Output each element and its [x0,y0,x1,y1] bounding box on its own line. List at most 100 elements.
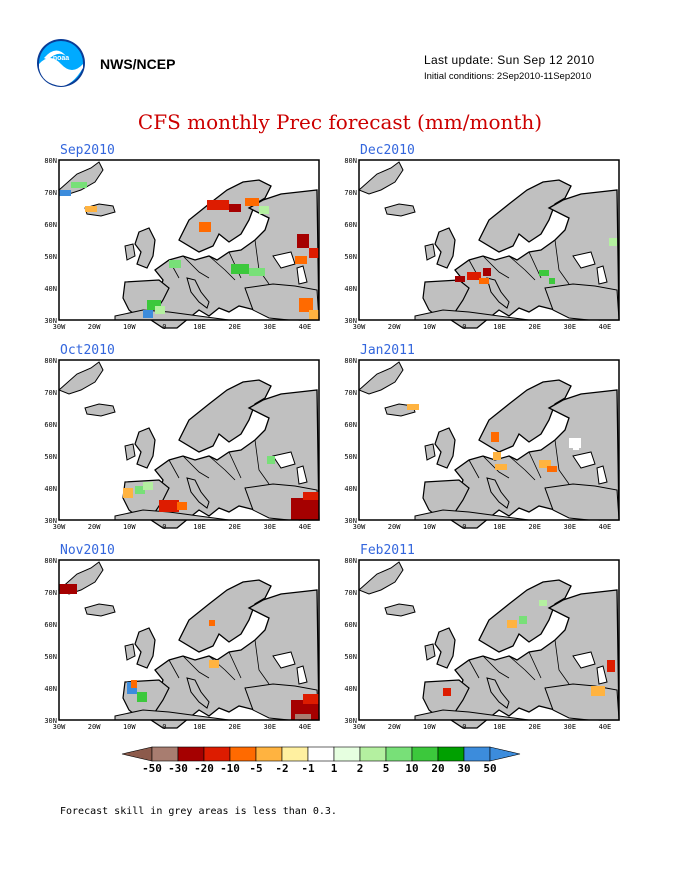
anomaly-patch [259,206,269,214]
colorbar-swatch [359,746,387,762]
colorbar-label: 2 [357,762,364,775]
anomaly-patch [131,680,137,688]
anomaly-patch [539,600,547,606]
anomaly-patch [169,260,181,268]
lon-tick-label: 20W [388,323,401,331]
lon-tick-label: 30E [563,323,576,331]
lat-tick-label: 60N [44,421,57,429]
anomaly-patch [71,182,87,188]
lon-tick-label: 30W [53,323,66,331]
lon-tick-label: 10E [493,723,506,731]
lat-tick-label: 70N [44,589,57,597]
anomaly-patch [143,310,153,318]
lon-tick-label: 30W [53,523,66,531]
anomaly-patch [519,616,527,624]
lat-tick-label: 70N [344,589,357,597]
lon-tick-label: 30W [353,323,366,331]
anomaly-patch [155,306,165,314]
anomaly-patch [299,298,313,312]
colorbar-swatch [411,746,439,762]
anomaly-patch [199,222,211,232]
lat-tick-label: 80N [344,357,357,365]
lat-tick-label: 40N [344,485,357,493]
colorbar-swatch [151,746,179,762]
colorbar-swatch [229,746,257,762]
lat-tick-label: 30N [344,317,357,325]
anomaly-patch [209,660,219,668]
lat-tick-label: 70N [44,189,57,197]
initial-conditions-text: Initial conditions: 2Sep2010-11Sep2010 [424,71,592,82]
lat-tick-label: 60N [44,221,57,229]
lat-tick-label: 40N [44,285,57,293]
page-title: CFS monthly Prec forecast (mm/month) [137,110,543,134]
lat-tick-label: 30N [344,517,357,525]
panel-label-dec2010: Dec2010 [360,143,415,158]
lon-tick-label: 10E [193,723,206,731]
anomaly-patch [547,466,557,472]
lon-tick-label: 10W [123,723,136,731]
anomaly-patch [309,248,319,258]
anomaly-patch [491,432,499,442]
anomaly-patch [177,502,187,510]
anomaly-patch [549,278,555,284]
lon-tick-label: 40E [599,723,612,731]
lat-tick-label: 50N [44,653,57,661]
colorbar-label: -5 [249,762,262,775]
lon-tick-label: 10E [493,323,506,331]
anomaly-patch [309,310,319,320]
anomaly-patch [59,190,71,196]
lon-tick-label: 20W [88,323,101,331]
lat-tick-label: 70N [44,389,57,397]
lon-tick-label: 20E [528,723,541,731]
lat-tick-label: 40N [44,485,57,493]
colorbar-swatch [177,746,205,762]
panel-label-oct2010: Oct2010 [60,343,115,358]
anomaly-patch [85,206,97,212]
lat-tick-label: 30N [44,317,57,325]
anomaly-patch [609,238,617,246]
colorbar-swatch [385,746,413,762]
lon-tick-label: 10W [423,323,436,331]
colorbar-swatch [333,746,361,762]
lat-tick-label: 50N [344,653,357,661]
anomaly-patch [569,438,581,448]
anomaly-patch [591,686,605,696]
anomaly-patch [407,404,419,410]
lon-tick-label: 0 [462,723,466,731]
colorbar-label: -20 [194,762,214,775]
lat-tick-label: 80N [344,557,357,565]
anomaly-patch [59,584,77,594]
lon-tick-label: 30E [263,323,276,331]
anomaly-patch [209,620,215,626]
anomaly-patch [229,204,241,212]
panel-label-nov2010: Nov2010 [60,543,115,558]
colorbar-swatch [307,746,335,762]
lat-tick-label: 60N [344,621,357,629]
lon-tick-label: 20E [228,323,241,331]
anomaly-patch [467,272,481,280]
colorbar-label: -1 [301,762,315,775]
lon-tick-label: 10W [423,523,436,531]
lon-tick-label: 0 [462,323,466,331]
agency-name: NWS/NCEP [100,56,176,72]
lon-tick-label: 20W [388,523,401,531]
colorbar-label: 30 [457,762,470,775]
colorbar-swatch [203,746,231,762]
lat-tick-label: 70N [344,389,357,397]
anomaly-patch [303,694,319,704]
colorbar-label: 10 [405,762,418,775]
panel-label-feb2011: Feb2011 [360,543,415,558]
colorbar-label: -10 [220,762,240,775]
lat-tick-label: 30N [44,517,57,525]
lat-tick-label: 30N [344,717,357,725]
anomaly-patch [123,488,133,498]
lon-tick-label: 40E [599,323,612,331]
lat-tick-label: 60N [344,221,357,229]
